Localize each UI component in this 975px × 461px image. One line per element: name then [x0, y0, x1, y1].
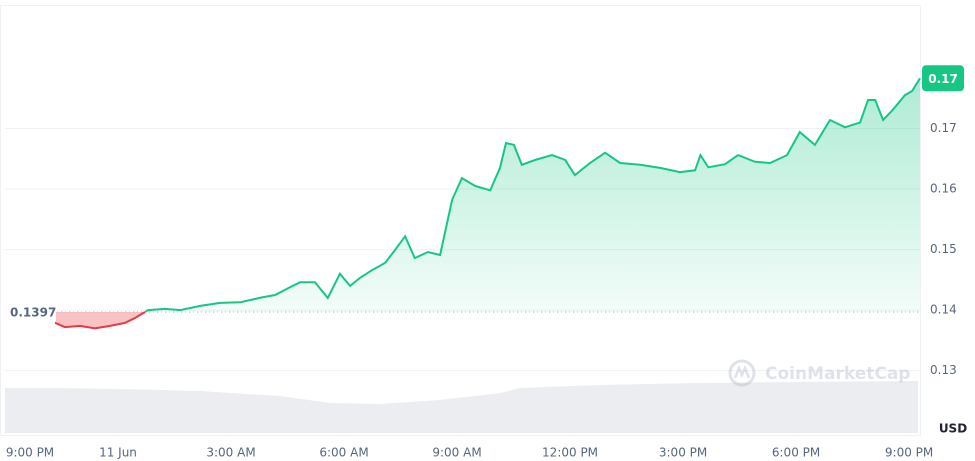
watermark: CoinMarketCap — [728, 359, 910, 387]
current-price-label: 0.17 — [928, 72, 958, 86]
x-tick-label: 12:00 PM — [542, 446, 598, 460]
x-tick-label: 9:00 AM — [432, 446, 481, 460]
watermark-text: CoinMarketCap — [765, 364, 910, 384]
area-above — [55, 78, 920, 312]
price-line — [143, 77, 921, 312]
x-tick-label: 6:00 PM — [772, 446, 820, 460]
y-tick-label: 0.14 — [930, 303, 957, 317]
x-tick-label: 11 Jun — [99, 446, 137, 460]
volume-area — [5, 381, 918, 433]
x-tick-label: 3:00 PM — [659, 446, 707, 460]
y-tick-label: 0.13 — [930, 363, 957, 377]
x-tick-label: 6:00 AM — [319, 446, 368, 460]
y-tick-label: 0.17 — [930, 121, 957, 135]
currency-label: USD — [939, 422, 967, 436]
plot-frame — [0, 5, 921, 436]
baseline-label: 0.1397 — [10, 305, 56, 319]
x-tick-label: 9:00 PM — [885, 446, 933, 460]
y-tick-label: 0.15 — [930, 242, 957, 256]
x-tick-label: 9:00 PM — [6, 446, 54, 460]
current-price-badge — [922, 65, 964, 92]
baseline-label-bg — [4, 302, 56, 321]
y-tick-label: 0.16 — [930, 182, 957, 196]
area-below — [55, 311, 146, 329]
x-tick-label: 3:00 AM — [206, 446, 255, 460]
